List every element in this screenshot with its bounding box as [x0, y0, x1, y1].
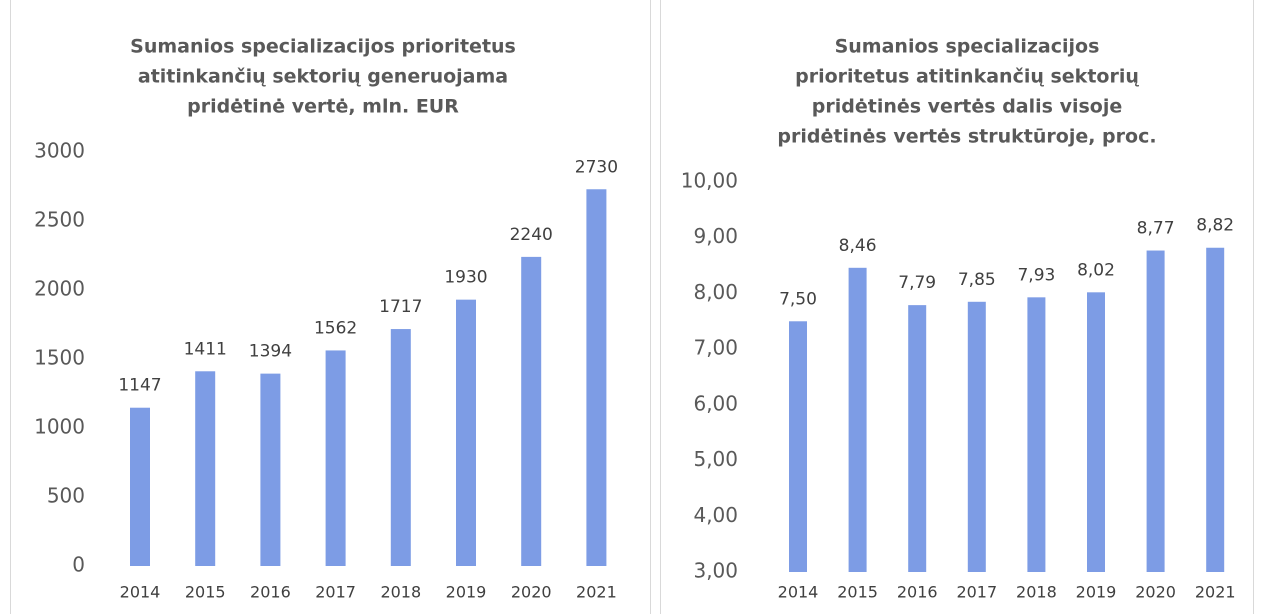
data-label: 1411 [184, 339, 227, 359]
y-tick-label: 0 [72, 553, 85, 577]
x-tick-label: 2021 [1195, 583, 1236, 602]
y-tick-label: 8,00 [693, 280, 738, 304]
bar [521, 256, 542, 566]
data-label: 1717 [379, 297, 422, 317]
bar [260, 373, 281, 566]
x-tick-label: 2015 [837, 583, 878, 602]
y-tick-label: 1000 [34, 415, 85, 439]
x-tick-label: 2015 [185, 583, 226, 602]
data-label: 8,46 [839, 236, 877, 256]
x-tick-label: 2016 [250, 583, 291, 602]
chart-title: pridėtinė vertė, mln. EUR [187, 96, 459, 118]
bar [456, 299, 476, 566]
data-label: 7,79 [898, 273, 936, 293]
bar [390, 329, 411, 566]
chart-title: pridėtinės vertės dalis visoje [812, 96, 1122, 118]
chart-title: Sumanios specializacijos [835, 36, 1100, 58]
bar [195, 371, 216, 566]
x-tick-label: 2016 [897, 583, 938, 602]
chart-frame [10, 0, 651, 614]
data-label: 1394 [249, 342, 292, 362]
y-tick-label: 500 [47, 484, 85, 508]
x-tick-label: 2021 [576, 583, 617, 602]
bar [586, 189, 607, 566]
y-tick-label: 1500 [34, 346, 85, 370]
bar [908, 305, 927, 572]
data-label: 1930 [444, 268, 487, 288]
y-tick-label: 3000 [34, 139, 85, 163]
bar [848, 267, 867, 572]
data-label: 7,93 [1017, 265, 1055, 285]
bar [1087, 292, 1105, 572]
data-label: 2730 [575, 157, 618, 177]
bar [789, 321, 807, 572]
x-tick-label: 2020 [1135, 583, 1176, 602]
data-label: 8,02 [1077, 260, 1115, 280]
data-label: 8,77 [1137, 219, 1175, 239]
data-label: 7,50 [779, 289, 817, 309]
y-tick-label: 9,00 [693, 224, 738, 248]
y-tick-label: 3,00 [693, 559, 738, 583]
data-label: 2240 [510, 225, 553, 245]
x-tick-label: 2014 [120, 583, 161, 602]
x-tick-label: 2019 [1076, 583, 1117, 602]
y-tick-label: 4,00 [693, 503, 738, 527]
chart-title: Sumanios specializacijos prioritetus [130, 36, 516, 58]
x-tick-label: 2017 [956, 583, 997, 602]
chart-frame [660, 0, 1254, 614]
data-label: 7,85 [958, 270, 996, 290]
chart-title: prioritetus atitinkančių sektorių [795, 66, 1139, 88]
y-tick-label: 6,00 [693, 391, 738, 415]
y-tick-label: 7,00 [693, 336, 738, 360]
x-tick-label: 2019 [446, 583, 487, 602]
bar [130, 407, 150, 566]
x-tick-label: 2014 [778, 583, 819, 602]
x-tick-label: 2018 [1016, 583, 1057, 602]
chart-title: atitinkančių sektorių generuojama [138, 66, 508, 88]
data-label: 1562 [314, 318, 357, 338]
y-tick-label: 2500 [34, 208, 85, 232]
bar [1146, 250, 1165, 572]
x-tick-label: 2017 [315, 583, 356, 602]
bar [1206, 247, 1225, 572]
bar [325, 350, 346, 566]
x-tick-label: 2020 [511, 583, 552, 602]
data-label: 8,82 [1196, 216, 1234, 236]
chart-title: pridėtinės vertės struktūroje, proc. [777, 126, 1156, 148]
y-tick-label: 2000 [34, 277, 85, 301]
y-tick-label: 5,00 [693, 447, 738, 471]
x-tick-label: 2018 [380, 583, 421, 602]
data-label: 1147 [118, 376, 161, 396]
bar [967, 301, 986, 572]
y-tick-label: 10,00 [681, 169, 738, 193]
bar [1027, 297, 1046, 572]
